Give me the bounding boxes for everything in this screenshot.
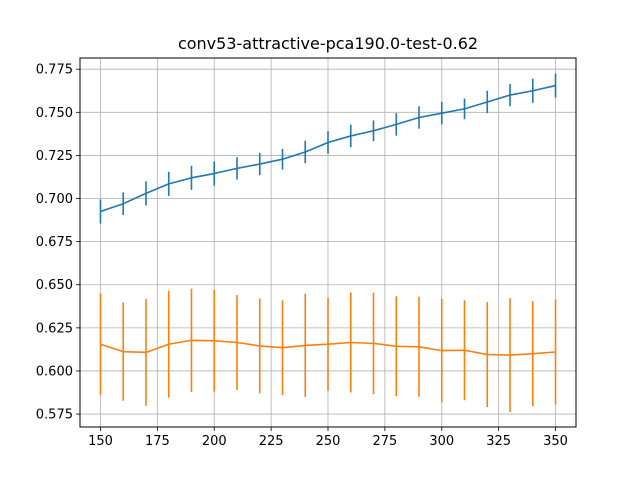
y-tick-label: 0.750 — [36, 106, 73, 121]
x-tick-label: 250 — [316, 434, 341, 449]
series-line-0 — [100, 84, 556, 213]
x-tick-label: 275 — [372, 434, 397, 449]
x-tick-label: 350 — [543, 434, 568, 449]
y-tick-label: 0.775 — [36, 63, 73, 78]
x-tick-label: 175 — [145, 434, 170, 449]
x-tick-label: 150 — [88, 434, 113, 449]
series-line-1 — [100, 339, 556, 356]
y-tick-label: 0.700 — [36, 192, 73, 207]
y-tick-label: 0.725 — [36, 149, 73, 164]
plot-area: 150 175 200 225 250 275 300 325 350 0.575 0.600 0.6… — [36, 57, 577, 449]
y-tick-label: 0.575 — [36, 408, 73, 423]
x-tick-label: 325 — [486, 434, 511, 449]
x-tick-label: 300 — [429, 434, 454, 449]
y-tick-label: 0.650 — [36, 278, 73, 293]
chart-title: conv53-attractive-pca190.0-test-0.62 — [178, 34, 478, 53]
x-tick-label: 200 — [202, 434, 227, 449]
y-tick-label: 0.600 — [36, 364, 73, 379]
x-tick-label: 225 — [259, 434, 284, 449]
y-tick-label: 0.625 — [36, 321, 73, 336]
y-tick-label: 0.675 — [36, 235, 73, 250]
